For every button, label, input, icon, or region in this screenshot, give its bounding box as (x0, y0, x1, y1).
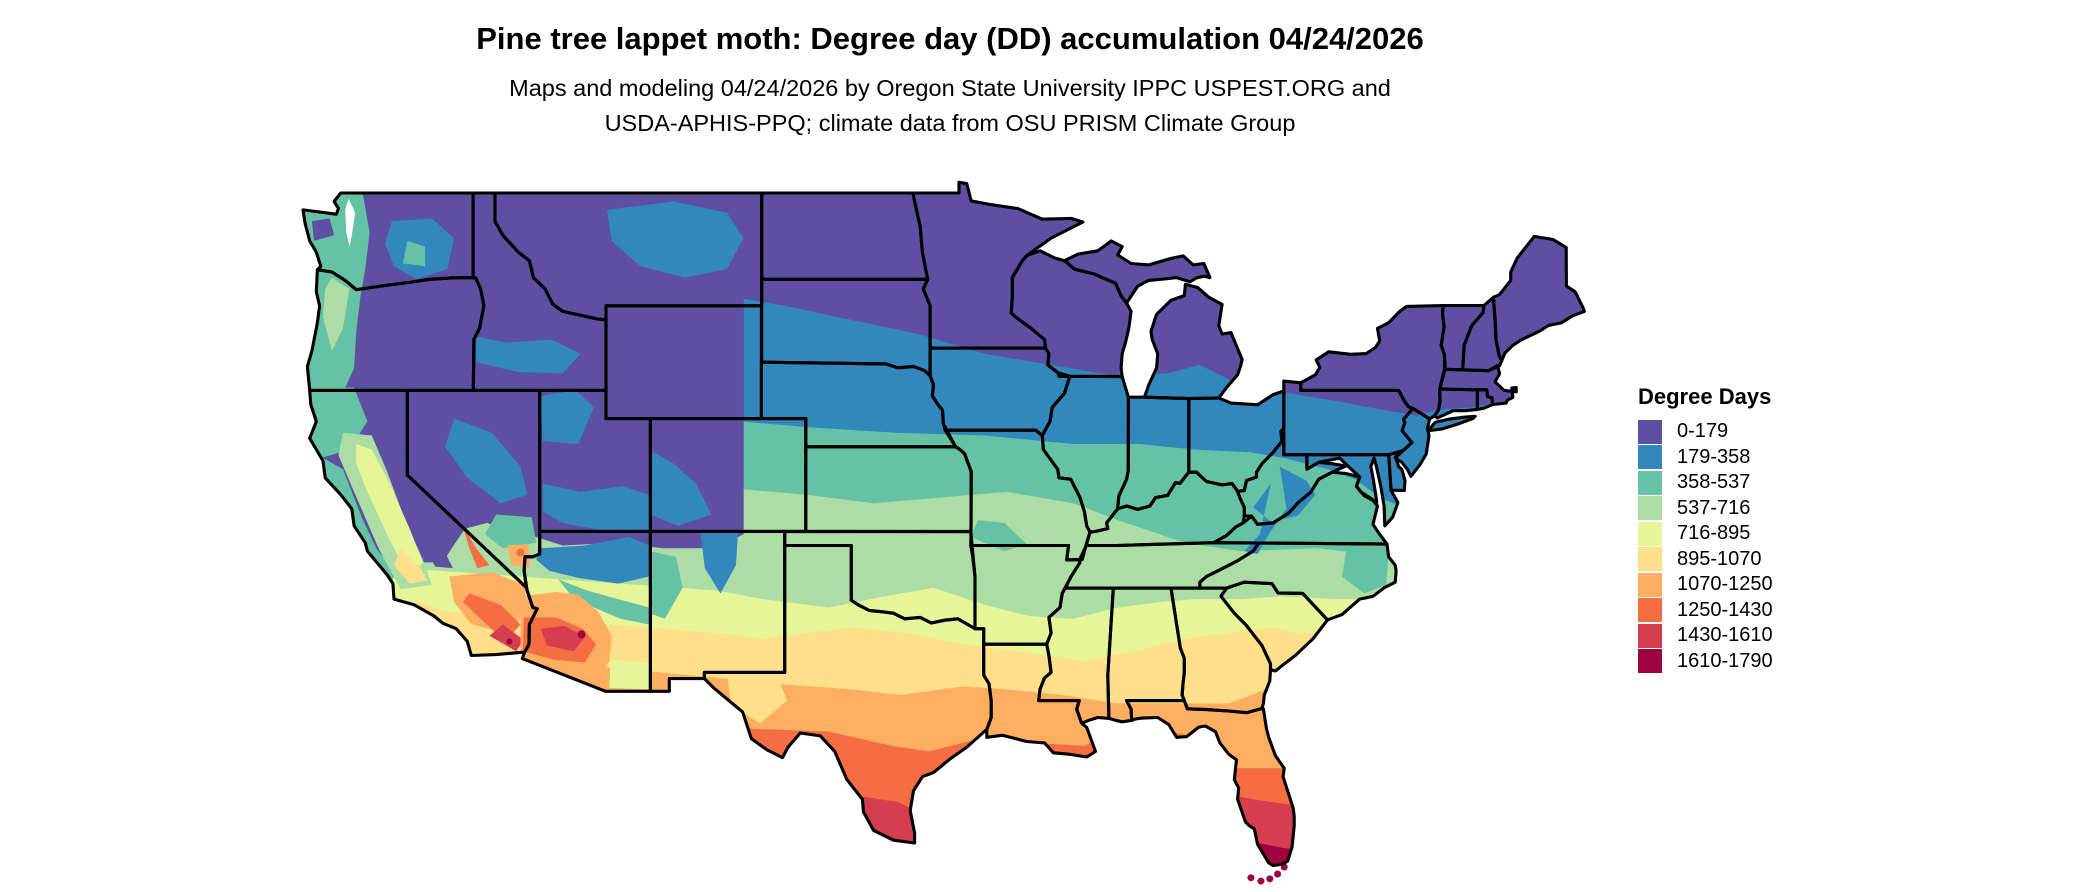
state-border-miu (1062, 239, 1212, 305)
page-title: Pine tree lappet moth: Degree day (DD) a… (476, 21, 1424, 56)
degree-day-region-patch (318, 455, 397, 588)
state-border-md (1305, 453, 1400, 528)
degree-day-region-patch (394, 548, 428, 584)
florida-keys-dot (1257, 877, 1265, 885)
degree-day-region-patch (700, 531, 739, 594)
degree-day-hotspot-dot (516, 548, 525, 557)
degree-day-region-patch (476, 336, 581, 374)
state-border-wi (1009, 249, 1133, 379)
legend-swatch (1638, 598, 1662, 623)
legend-items: 0-179 179-358 358-537 537-716 716-895 895-107… (1638, 419, 1773, 674)
legend-label: 0-179 (1677, 420, 1729, 443)
state-border-li (1426, 414, 1477, 433)
degree-day-band (303, 790, 1585, 866)
legend-item: 0-179 (1638, 419, 1773, 445)
degree-day-region-patch (445, 418, 528, 504)
legend-label: 716-895 (1677, 522, 1751, 545)
florida-keys-dot (1274, 870, 1282, 878)
map-subtitle: Maps and modeling 04/24/2026 by Oregon S… (0, 71, 1900, 142)
degree-day-region-patch (311, 218, 335, 241)
degree-day-region-patch (542, 483, 650, 532)
legend-label: 537-716 (1677, 496, 1751, 519)
legend-item: 358-537 (1638, 470, 1773, 496)
state-borders-layer (301, 180, 1586, 868)
state-border-ms (1037, 583, 1115, 725)
legend-label: 895-1070 (1677, 547, 1762, 570)
legend-item: 537-716 (1638, 496, 1773, 522)
legend-label: 179-358 (1677, 445, 1751, 468)
legend-swatch (1638, 572, 1662, 597)
map-header: Pine tree lappet moth: Degree day (DD) a… (0, 20, 1900, 142)
water-body (345, 198, 356, 247)
legend-label: 358-537 (1677, 471, 1751, 494)
degree-day-region-patch (607, 201, 744, 278)
state-border-az (520, 529, 652, 693)
degree-day-region-patch (356, 444, 423, 578)
legend-swatch (1638, 419, 1662, 444)
legend-item: 179-358 (1638, 445, 1773, 471)
degree-day-region-patch (649, 449, 712, 526)
degree-day-hotspot-dot (1094, 219, 1101, 226)
state-border-wv (1236, 427, 1348, 526)
legend-label: 1610-1790 (1677, 649, 1773, 672)
legend-swatch (1638, 496, 1662, 521)
state-border-nc (1198, 541, 1398, 622)
state-border-tx (702, 543, 993, 845)
degree-day-region-patch (485, 514, 537, 549)
state-border-fl (1125, 699, 1296, 868)
degree-day-band (303, 833, 1585, 866)
degree-day-region-patch (540, 625, 585, 652)
legend-swatch (1638, 521, 1662, 546)
subtitle-line-2: USDA-APHIS-PPQ; climate data from OSU PR… (604, 110, 1296, 137)
legend-label: 1070-1250 (1677, 573, 1773, 596)
degree-day-hotspot-dot (506, 638, 513, 645)
florida-keys-dot (1247, 874, 1255, 882)
degree-day-region-patch (402, 240, 426, 267)
degree-day-region-patch (1342, 549, 1389, 594)
legend-item: 716-895 (1638, 521, 1773, 547)
legend-swatch (1638, 445, 1662, 470)
legend-swatch (1638, 547, 1662, 572)
legend-item: 1070-1250 (1638, 572, 1773, 598)
degree-day-hotspot-dot (577, 630, 586, 639)
degree-day-region-patch (376, 427, 453, 569)
degree-day-region-patch (1244, 466, 1316, 554)
state-border-mil (1142, 282, 1244, 401)
state-border-ma (1438, 364, 1518, 407)
legend-swatch (1638, 470, 1662, 495)
map-legend: Degree Days 0-179 179-358 358-537 537-716 71… (1638, 384, 1773, 674)
legend-title: Degree Days (1638, 384, 1772, 409)
legend-label: 1250-1430 (1677, 598, 1773, 621)
degree-day-region-patch (462, 525, 490, 569)
degree-day-region-patch (558, 579, 650, 625)
degree-day-region-patch (649, 551, 683, 619)
degree-day-region-patch (323, 277, 350, 351)
legend-item: 895-1070 (1638, 547, 1773, 573)
legend-swatch (1638, 649, 1662, 674)
legend-item: 1430-1610 (1638, 623, 1773, 649)
legend-item: 1250-1430 (1638, 598, 1773, 624)
legend-swatch (1638, 623, 1662, 648)
degree-day-region-patch (536, 537, 650, 584)
florida-keys-dot (1266, 875, 1274, 883)
state-border-me (1491, 234, 1586, 362)
degree-day-region-patch (539, 390, 594, 444)
degree-day-region-patch (489, 624, 524, 652)
subtitle-line-1: Maps and modeling 04/24/2026 by Oregon S… (509, 75, 1391, 102)
legend-item: 1610-1790 (1638, 649, 1773, 675)
degree-day-region-patch (971, 520, 1027, 552)
degree-day-region-patch (609, 659, 650, 690)
legend-label: 1430-1610 (1677, 624, 1773, 647)
